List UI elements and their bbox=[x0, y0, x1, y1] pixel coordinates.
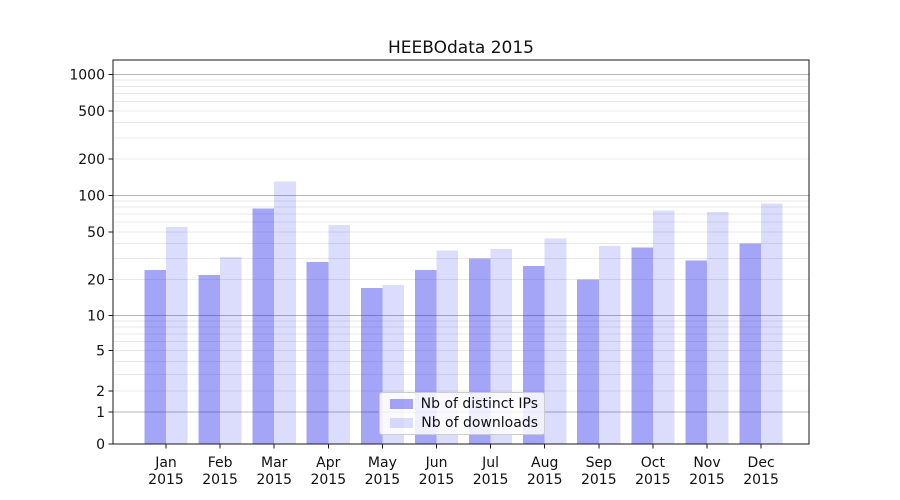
bar-downloads-jan bbox=[166, 226, 188, 444]
bar-downloads-aug bbox=[544, 238, 567, 444]
x-tick-label-year: 2015 bbox=[743, 472, 779, 488]
y-tick-label: 20 bbox=[87, 273, 105, 289]
legend-entry-distinct-ips: Nb of distinct IPs bbox=[384, 395, 538, 413]
x-tick-label-year: 2015 bbox=[473, 472, 509, 488]
bar-ips-nov bbox=[685, 260, 707, 444]
bar-ips-oct bbox=[631, 247, 653, 444]
legend: Nb of distinct IPs Nb of downloads bbox=[379, 392, 545, 435]
x-tick-label-month: Mar bbox=[261, 455, 288, 471]
x-tick-label-month: Oct bbox=[641, 455, 666, 471]
y-tick-label: 1000 bbox=[69, 68, 105, 84]
bar-ips-apr bbox=[306, 262, 329, 444]
y-tick-label: 500 bbox=[78, 104, 105, 120]
x-tick-label-year: 2015 bbox=[310, 472, 346, 488]
x-tick-label-year: 2015 bbox=[527, 472, 563, 488]
bar-downloads-apr bbox=[328, 224, 350, 444]
y-tick-label: 100 bbox=[78, 188, 105, 204]
x-tick-label-year: 2015 bbox=[635, 472, 671, 488]
x-tick-label-year: 2015 bbox=[419, 472, 455, 488]
bar-ips-dec bbox=[739, 243, 762, 444]
bar-downloads-mar bbox=[274, 181, 296, 445]
y-tick-label: 1 bbox=[96, 405, 105, 421]
x-tick-label-month: May bbox=[368, 455, 397, 471]
y-tick-label: 10 bbox=[87, 309, 105, 325]
x-tick-label-year: 2015 bbox=[202, 472, 238, 488]
plot-border bbox=[112, 59, 810, 445]
bar-ips-sep bbox=[577, 279, 599, 444]
bar-ips-may bbox=[360, 288, 383, 444]
bar-downloads-feb bbox=[220, 256, 242, 444]
x-tick-label-month: Jun bbox=[425, 455, 448, 471]
x-tick-label-month: Feb bbox=[208, 455, 233, 471]
legend-swatch-downloads bbox=[390, 417, 413, 428]
x-tick-label-year: 2015 bbox=[256, 472, 292, 488]
x-tick-label-year: 2015 bbox=[365, 472, 401, 488]
x-tick-label-month: Sep bbox=[586, 455, 613, 471]
x-tick-label-month: Aug bbox=[531, 455, 558, 471]
x-tick-label-year: 2015 bbox=[148, 472, 184, 488]
x-tick-label-year: 2015 bbox=[689, 472, 725, 488]
legend-label-downloads: Nb of downloads bbox=[421, 414, 538, 431]
bar-downloads-oct bbox=[652, 210, 675, 444]
bar-ips-jan bbox=[144, 270, 166, 444]
y-tick-label: 200 bbox=[78, 152, 105, 168]
x-tick-label-year: 2015 bbox=[581, 472, 617, 488]
legend-label-distinct-ips: Nb of distinct IPs bbox=[420, 396, 538, 413]
x-tick-label-month: Jul bbox=[481, 455, 499, 471]
x-tick-label-month: Jan bbox=[154, 455, 177, 471]
x-tick-label-month: Dec bbox=[748, 455, 775, 471]
bar-ips-mar bbox=[252, 208, 275, 444]
legend-swatch-distinct-ips bbox=[390, 399, 413, 410]
bar-downloads-dec bbox=[761, 203, 783, 444]
y-tick-label: 0 bbox=[96, 437, 105, 453]
y-tick-label: 2 bbox=[96, 384, 105, 400]
chart-title: HEEBOdata 2015 bbox=[388, 38, 534, 58]
y-tick-label: 5 bbox=[96, 344, 105, 360]
bar-downloads-nov bbox=[707, 211, 729, 444]
x-tick-label-month: Nov bbox=[693, 455, 720, 471]
legend-entry-downloads: Nb of downloads bbox=[384, 414, 538, 432]
x-tick-label-month: Apr bbox=[316, 455, 340, 471]
bar-downloads-sep bbox=[598, 246, 621, 444]
y-tick-label: 50 bbox=[87, 225, 105, 241]
bar-ips-feb bbox=[198, 274, 221, 444]
